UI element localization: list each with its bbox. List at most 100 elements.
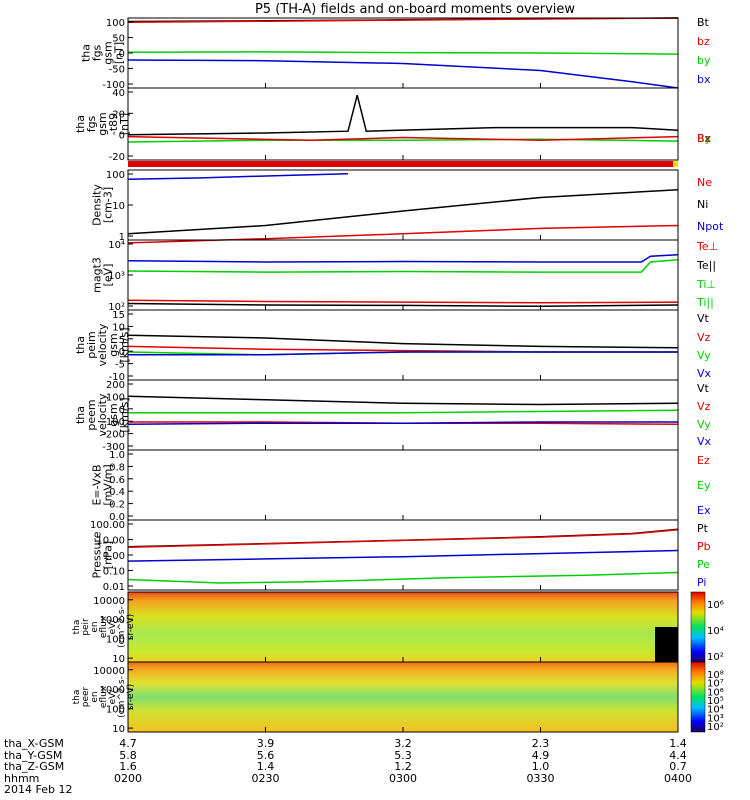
y-axis-label: E=-VxB [91,464,104,505]
legend-pe: Pe [697,558,710,571]
y-axis-label: [nPa] [102,541,115,569]
y-axis-label: tha [72,620,82,635]
y-tick-label: 100 [106,392,125,403]
panel-9: 10⁶ 10⁴ 10² 10000 1000 100 10 tha peir en eflux eV/… [72,591,724,665]
y-tick-label: -50 [109,65,125,76]
legend-pi: Pi [697,576,706,589]
y-axis-label: Density [91,184,104,226]
y-tick-label: 10.00 [96,536,125,547]
orbit-label-hhmm: hhmm [4,771,40,785]
panel-7: 1.00.8 0.60.4 0.20.0 Ez Ey Ex E=-VxB[mV/m] [91,449,711,523]
y-axis-label: eV/ [108,689,118,705]
legend-pb: Pb [697,540,711,553]
y-tick-label: -20 [109,152,125,163]
colorbar-tick-label: 10² [707,652,724,663]
quality-flag-bar [128,161,678,167]
panel-frame [127,309,679,381]
y-axis-label: [nT] [118,113,131,135]
series-ti-line [127,259,679,273]
legend-vt: Vt [697,382,710,395]
colorbar-tick-label: 10⁷ [707,679,724,690]
series-by-line [127,51,679,55]
legend-te: Te⊥ [696,240,718,253]
orbit-value: 5.8 [119,748,137,762]
y-axis-label: sr-eV) [126,684,136,710]
y-tick-label: 100 [106,705,125,716]
orbit-value: 1.0 [531,760,550,773]
panel-frame [127,239,679,311]
flag-bar-red [128,161,673,167]
orbit-value: 1.6 [119,760,137,773]
spectrogram [128,592,678,662]
y-axis-label: tha [74,406,87,424]
orbit-value: 4.9 [531,748,550,762]
series-pi-line [127,549,679,562]
colorbar-tick-label: 10⁸ [707,670,724,681]
y-tick-label: 10 [112,724,125,735]
y-tick-label: -100 [102,417,125,428]
y-tick-label: -100 [102,80,125,91]
panel-3: 100 10 1 Ne Ni Npot Density[cm-3] [91,169,724,244]
y-tick-label: 40 [112,88,125,99]
series-npot-line [127,173,349,180]
y-axis-label: Pressure [91,531,104,578]
y-axis-label: peem [85,399,98,430]
orbit-column: 3.9 5.6 1.4 0230 [246,738,286,784]
y-axis-label: [nT] [113,42,126,64]
legend-vz: Vz [697,331,711,344]
panel-4: 10⁴ 10³ 10² Te⊥ Te|| Ti⊥ Ti|| magt3[eV] [91,239,718,313]
y-axis-label: [mV/m] [102,464,115,505]
series-vt-line [127,334,679,349]
panel-frame [127,379,679,451]
y-axis-label: -t89 [107,113,120,135]
y-tick-label: 1000 [100,685,125,696]
colorbar-tick-label: 10⁴ [707,705,724,716]
y-tick-label: 15 [112,310,125,321]
legend-vx: Vx [697,367,712,380]
legend-ne: Ne [697,176,712,189]
legend-ti: Ti|| [696,296,714,309]
y-tick-label: 10000 [93,596,125,607]
y-axis-label: peim [85,331,98,359]
y-tick-label: 1.00 [103,551,125,562]
y-axis-label: tha [74,115,87,133]
legend-by: by [697,54,711,67]
series-pe-line [127,571,679,584]
legend-vx: Vx [697,435,712,448]
y-tick-label: 0.10 [103,567,125,578]
orbit-value: 1.4 [256,760,275,773]
y-tick-label: 100 [106,635,125,646]
y-tick-label: 100 [106,18,125,29]
orbit-value: 0400 [664,771,692,785]
orbit-value: 0330 [526,771,555,785]
y-axis-label: gsm [107,333,120,356]
y-axis-label: fgs [85,115,98,132]
legend-vt: Vt [697,312,710,325]
flag-bar-yellow [673,161,678,167]
series-pb-line [127,528,679,548]
y-tick-label: 0.01 [103,582,125,593]
y-tick-label: 100.00 [90,520,125,531]
y-tick-label: 0 [119,347,125,358]
y-axis-label: gsm [96,112,109,135]
panel-frame [127,449,679,521]
y-axis-label: peir [81,618,91,636]
series-bx-line [127,95,679,136]
y-axis-label: en [90,691,100,702]
y-axis-label: velocity [96,393,109,436]
y-axis-label: eflux [99,615,109,638]
y-tick-label: 0.0 [109,512,125,523]
orbit-labels: tha_X-GSM tha_Y-GSM tha_Z-GSM hhmm 2014 … [4,738,72,796]
legend-ni: Ni [697,198,708,211]
orbit-value: 0200 [114,771,142,785]
y-tick-label: 1.0 [109,450,125,461]
y-axis-label: velocity [96,323,109,366]
plot-title: P5 (TH-A) fields and on-board moments ov… [255,2,575,17]
orbit-column: 2.3 4.9 1.0 0330 [521,738,561,784]
colorbar-tick-label: 10² [707,722,724,733]
legend-vy: Vy [697,418,711,431]
y-tick-label: 100 [106,170,125,181]
